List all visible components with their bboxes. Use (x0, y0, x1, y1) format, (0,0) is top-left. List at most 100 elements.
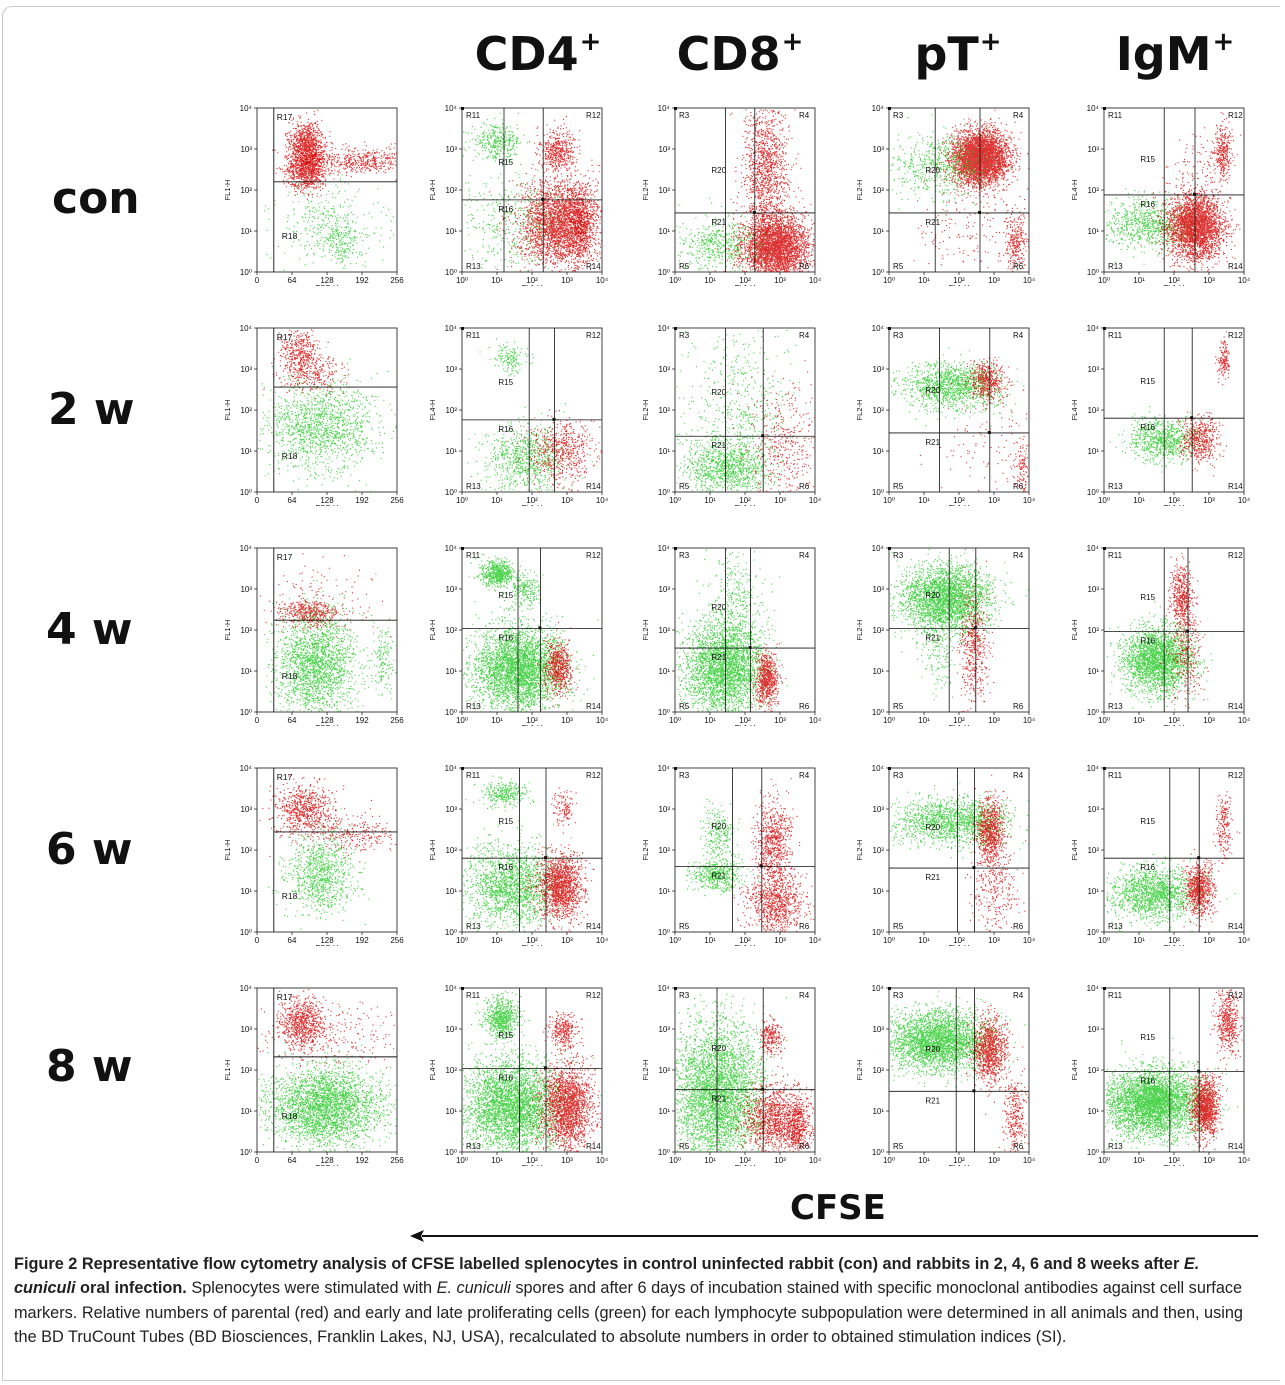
svg-text:R12: R12 (1228, 551, 1243, 560)
svg-text:R12: R12 (586, 991, 601, 1000)
scatter-panel-fsc-con: R17 R18 10⁰ 10¹ 10² 10³ 10⁴ 0 64 128 192 256 FSC-H FL… (215, 100, 405, 286)
svg-text:10¹: 10¹ (872, 227, 884, 236)
svg-text:10³: 10³ (561, 496, 573, 505)
svg-text:FL1-H: FL1-H (949, 283, 970, 286)
svg-text:10⁰: 10⁰ (883, 276, 895, 285)
svg-text:10⁰: 10⁰ (445, 268, 457, 277)
svg-text:10²: 10² (739, 496, 751, 505)
scatter-panel-igm-4w: R11 R12 R13 R14 R15 R16 10⁰ 10¹ 10² 10³ 10⁴ 10⁰ 10¹ 1… (1062, 540, 1252, 726)
svg-text:R3: R3 (893, 771, 904, 780)
svg-text:10¹: 10¹ (1133, 936, 1145, 945)
svg-text:10²: 10² (240, 1066, 252, 1075)
svg-text:10³: 10³ (561, 716, 573, 725)
plot-area (888, 547, 1030, 713)
svg-text:R13: R13 (1108, 1142, 1123, 1151)
svg-text:10¹: 10¹ (491, 1156, 503, 1165)
svg-text:10¹: 10¹ (491, 276, 503, 285)
svg-text:10⁴: 10⁴ (1238, 496, 1251, 505)
svg-text:R4: R4 (1013, 991, 1024, 1000)
svg-text:10⁰: 10⁰ (872, 1148, 884, 1157)
svg-text:FL4-H: FL4-H (1070, 1060, 1079, 1081)
svg-text:FL1-H: FL1-H (735, 283, 756, 286)
svg-text:R14: R14 (1228, 482, 1243, 491)
svg-text:R20: R20 (925, 386, 940, 395)
svg-text:10²: 10² (1168, 1156, 1180, 1165)
svg-text:R15: R15 (1140, 1033, 1155, 1042)
svg-text:10³: 10³ (240, 365, 252, 374)
svg-text:FL1-H: FL1-H (522, 723, 543, 726)
svg-text:10³: 10³ (1087, 145, 1099, 154)
svg-text:R5: R5 (893, 702, 904, 711)
svg-text:FL1-H: FL1-H (223, 1060, 232, 1081)
svg-text:R11: R11 (466, 771, 481, 780)
svg-text:R6: R6 (1013, 1142, 1024, 1151)
svg-text:192: 192 (355, 496, 369, 505)
svg-text:R14: R14 (1228, 262, 1243, 271)
svg-text:10⁰: 10⁰ (1098, 936, 1110, 945)
svg-text:R11: R11 (1108, 111, 1123, 120)
svg-text:R3: R3 (679, 991, 690, 1000)
svg-text:10¹: 10¹ (872, 667, 884, 676)
svg-text:10²: 10² (1087, 1066, 1099, 1075)
svg-text:FL2-H: FL2-H (855, 1060, 864, 1081)
svg-text:10³: 10³ (445, 585, 457, 594)
svg-text:10³: 10³ (774, 496, 786, 505)
column-header-igm: IgM+ (1115, 27, 1235, 81)
svg-text:10⁴: 10⁴ (872, 984, 885, 993)
svg-text:10⁴: 10⁴ (240, 764, 253, 773)
svg-text:10⁰: 10⁰ (445, 488, 457, 497)
svg-text:10⁰: 10⁰ (240, 268, 252, 277)
svg-text:10²: 10² (1087, 846, 1099, 855)
svg-text:10³: 10³ (658, 365, 670, 374)
svg-text:10³: 10³ (988, 1156, 1000, 1165)
svg-text:FL1-H: FL1-H (1164, 723, 1185, 726)
svg-text:FL2-H: FL2-H (855, 180, 864, 201)
scatter-panel-fsc-4w: R17 R18 10⁰ 10¹ 10² 10³ 10⁴ 0 64 128 192 256 FSC-H FL… (215, 540, 405, 726)
svg-text:128: 128 (320, 496, 334, 505)
svg-text:R21: R21 (925, 873, 940, 882)
svg-text:10¹: 10¹ (658, 887, 670, 896)
svg-text:10²: 10² (658, 186, 670, 195)
svg-text:10¹: 10¹ (240, 667, 252, 676)
svg-text:R20: R20 (925, 823, 940, 832)
svg-text:R13: R13 (466, 1142, 481, 1151)
svg-text:FL4-H: FL4-H (428, 400, 437, 421)
svg-text:FL1-H: FL1-H (1164, 503, 1185, 506)
svg-text:R20: R20 (925, 166, 940, 175)
svg-text:R6: R6 (799, 1142, 810, 1151)
scatter-panel-cd8-8w: R3 R4 R5 R6 R20 R21 10⁰ 10¹ 10² 10³ 10⁴ 10⁰ 10¹ 10² 10… (633, 980, 823, 1166)
svg-text:10¹: 10¹ (704, 496, 716, 505)
svg-text:10¹: 10¹ (1133, 276, 1145, 285)
svg-text:10¹: 10¹ (1087, 1107, 1099, 1116)
event-dots (890, 774, 1029, 932)
svg-text:R5: R5 (679, 482, 690, 491)
svg-text:10¹: 10¹ (658, 447, 670, 456)
plot-area (1103, 767, 1245, 933)
svg-text:10⁴: 10⁴ (872, 764, 885, 773)
event-dots (462, 775, 595, 932)
svg-text:FL1-H: FL1-H (522, 943, 543, 946)
svg-text:128: 128 (320, 936, 334, 945)
svg-text:10⁴: 10⁴ (596, 716, 609, 725)
event-dots (259, 774, 397, 930)
svg-text:10²: 10² (445, 1066, 457, 1075)
svg-text:R13: R13 (1108, 922, 1123, 931)
svg-text:10¹: 10¹ (491, 936, 503, 945)
svg-text:10³: 10³ (240, 585, 252, 594)
svg-text:R12: R12 (1228, 991, 1243, 1000)
svg-text:10⁴: 10⁴ (1087, 984, 1100, 993)
figure-caption: Figure 2 Representative flow cytometry a… (14, 1252, 1264, 1349)
svg-text:FL4-H: FL4-H (428, 180, 437, 201)
svg-text:R12: R12 (586, 111, 601, 120)
svg-text:10³: 10³ (1203, 936, 1215, 945)
svg-text:64: 64 (288, 276, 297, 285)
svg-text:R21: R21 (711, 1095, 726, 1104)
event-dots (462, 553, 599, 713)
svg-text:R4: R4 (799, 331, 810, 340)
svg-text:R6: R6 (799, 482, 810, 491)
svg-text:FL4-H: FL4-H (1070, 840, 1079, 861)
svg-text:10²: 10² (872, 406, 884, 415)
plot-area (256, 327, 398, 493)
svg-text:FL1-H: FL1-H (735, 503, 756, 506)
svg-text:128: 128 (320, 716, 334, 725)
